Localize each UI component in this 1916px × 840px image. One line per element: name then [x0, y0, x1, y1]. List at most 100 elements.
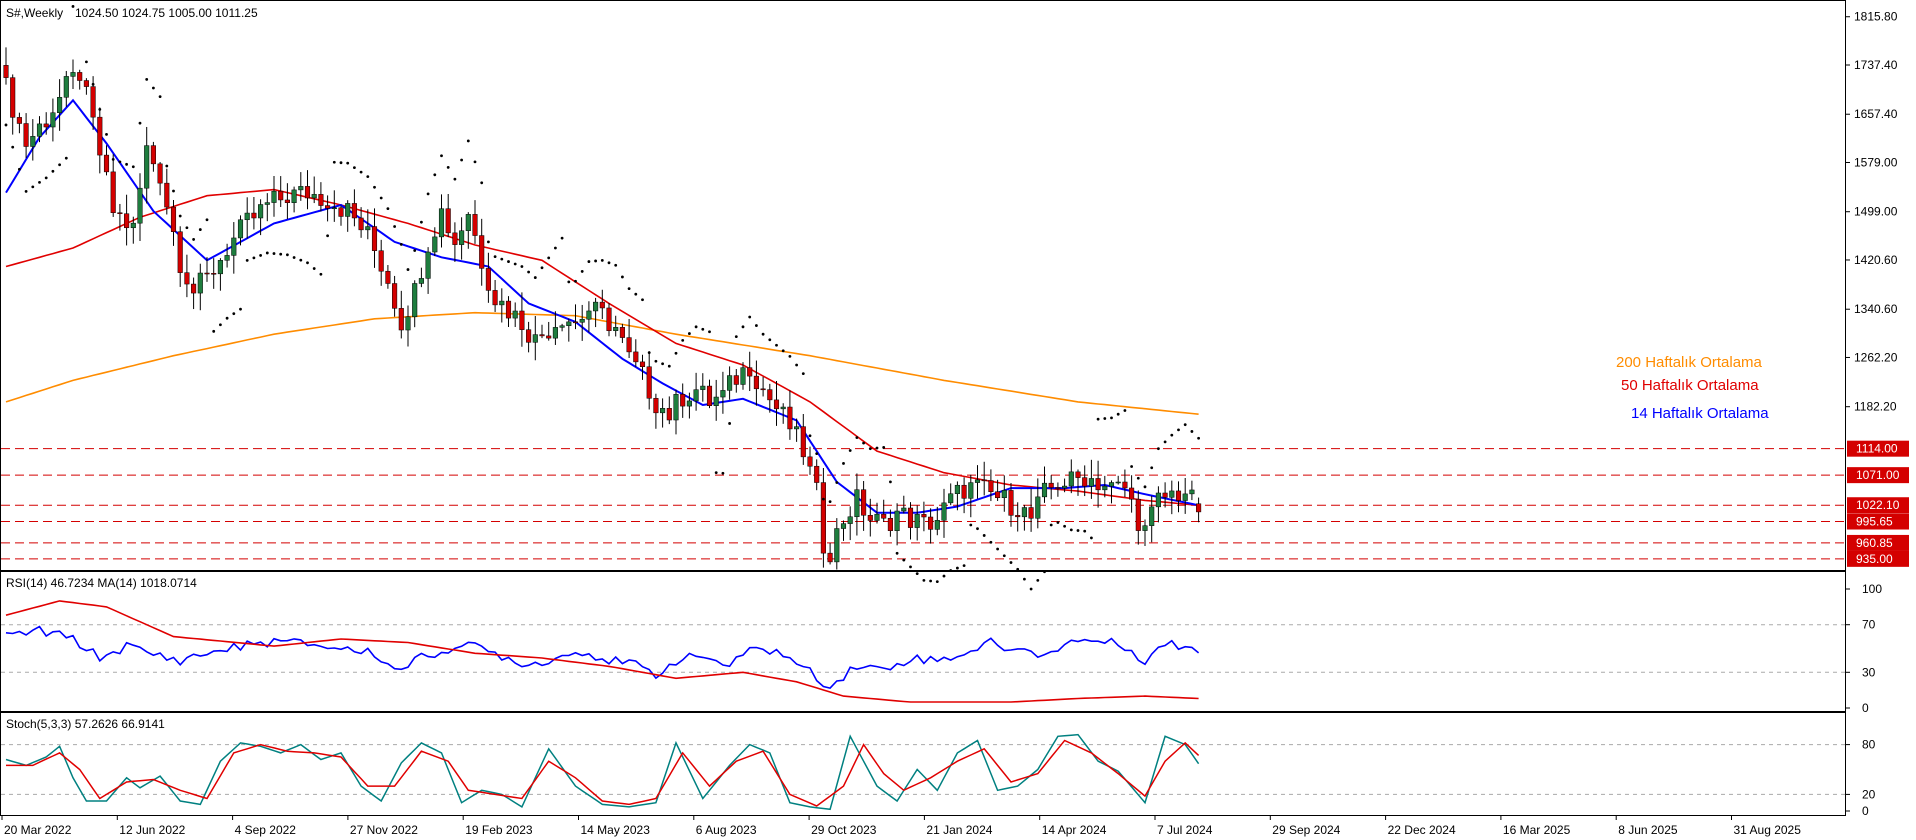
sar-dot: [1183, 423, 1187, 427]
sar-dot: [1076, 529, 1080, 532]
rsi-tick-label: 0: [1862, 701, 1869, 715]
sar-dot: [701, 327, 705, 331]
stoch-series-1: [6, 739, 1200, 807]
candle-body: [1129, 487, 1135, 500]
price-tick-label: 1420.60: [1854, 253, 1898, 267]
sar-dot: [781, 349, 785, 353]
sar-dot: [440, 154, 443, 158]
sar-dot: [1063, 524, 1066, 528]
main-panel[interactable]: 1815.80 1737.40 1657.40 1579.00 1499.00 1420.…: [0, 0, 1910, 591]
candle-body: [271, 190, 277, 203]
sar-dot: [158, 95, 162, 99]
candle-body: [599, 301, 605, 309]
main-panel-frame: [0, 0, 1846, 571]
level-tag: [1847, 467, 1909, 484]
sar-dot: [1016, 567, 1020, 571]
sar-dot: [1083, 529, 1087, 533]
candle-body: [1082, 477, 1088, 487]
sar-dot: [1110, 416, 1113, 420]
sar-dot: [493, 255, 497, 259]
candle-body: [505, 300, 512, 319]
sar-dot: [1163, 440, 1167, 444]
sar-dot: [306, 261, 309, 265]
sar-dot: [755, 324, 758, 327]
sar-dot: [748, 315, 752, 319]
candle-body: [807, 456, 813, 467]
sar-dot: [359, 170, 363, 174]
price-tick-label: 1657.40: [1854, 107, 1898, 121]
stoch-lines: [5, 733, 1200, 811]
candle-body: [639, 361, 646, 367]
parabolic-sar: [4, 5, 1200, 591]
sar-dot: [91, 82, 95, 86]
candle-body: [284, 199, 290, 203]
candle-body: [170, 206, 177, 232]
candle-body: [921, 514, 927, 518]
candle-body: [1115, 481, 1121, 484]
sar-dot: [875, 446, 879, 450]
candle-body: [1149, 506, 1155, 526]
sar-dot: [386, 207, 390, 211]
candle-body: [733, 375, 739, 385]
sar-dot: [11, 145, 15, 149]
candle-body: [1102, 485, 1108, 491]
candle-body: [941, 502, 947, 521]
sar-dot: [225, 316, 229, 320]
candle-body: [492, 290, 498, 306]
price-tick-label: 1182.20: [1854, 400, 1897, 414]
candle-body: [881, 513, 887, 519]
candle-body: [479, 235, 485, 269]
sar-dot: [145, 77, 149, 81]
sar-dot: [768, 338, 772, 342]
sar-dot: [279, 252, 283, 256]
candle-body: [371, 226, 378, 251]
candle-body: [1189, 489, 1195, 495]
candle-body: [385, 270, 391, 284]
rsi-panel[interactable]: 100 70 30 0 RSI(14) 46.7234 MA(14) 1018.071…: [0, 571, 1883, 716]
candle-body: [164, 182, 170, 208]
candle-body: [1155, 492, 1161, 508]
time-tick-label: 8 Jun 2025: [1618, 823, 1678, 837]
stoch-panel[interactable]: 80 20 0 Stoch(5,3,3) 57.2626 66.9141: [0, 712, 1876, 819]
candle-body: [901, 507, 907, 512]
sar-dot: [406, 268, 410, 271]
sar-dot: [882, 446, 886, 449]
candle-body: [948, 493, 954, 504]
candle-body: [63, 76, 69, 98]
time-tick-label: 31 Aug 2025: [1734, 823, 1802, 837]
sar-dot: [111, 158, 115, 161]
sar-dot: [399, 242, 403, 246]
candle-body: [1048, 482, 1054, 488]
candle-body: [1142, 525, 1148, 531]
candle-body: [224, 255, 230, 261]
candle-body: [680, 394, 686, 407]
sar-dot: [1197, 436, 1200, 440]
candle-body: [70, 72, 76, 77]
sar-dot: [118, 160, 122, 164]
sar-dot: [962, 564, 966, 568]
sar-dot: [473, 160, 477, 164]
candle-body: [97, 116, 103, 156]
rsi-tick-label: 100: [1862, 582, 1882, 596]
sar-dot: [848, 449, 852, 452]
stoch-tick-label: 20: [1862, 787, 1876, 801]
sar-dot: [915, 572, 919, 576]
sar-dot: [31, 185, 35, 189]
sar-dot: [795, 363, 798, 367]
candle-body: [191, 283, 197, 294]
candle-body: [83, 80, 89, 87]
candle-body: [130, 222, 136, 229]
level-tag: [1847, 497, 1909, 514]
sar-dot: [98, 107, 102, 111]
sar-dot: [379, 196, 383, 200]
sar-dot: [895, 551, 899, 555]
level-tag-label: 1022.10: [1856, 498, 1900, 512]
sar-dot: [1170, 433, 1174, 437]
level-tag-label: 1071.00: [1856, 468, 1900, 482]
candle-body: [780, 406, 786, 410]
candle-body: [693, 389, 699, 402]
sar-dot: [1036, 578, 1040, 582]
candle-body: [787, 406, 793, 430]
time-tick-label: 27 Nov 2022: [350, 823, 418, 837]
sar-dot: [259, 254, 262, 257]
